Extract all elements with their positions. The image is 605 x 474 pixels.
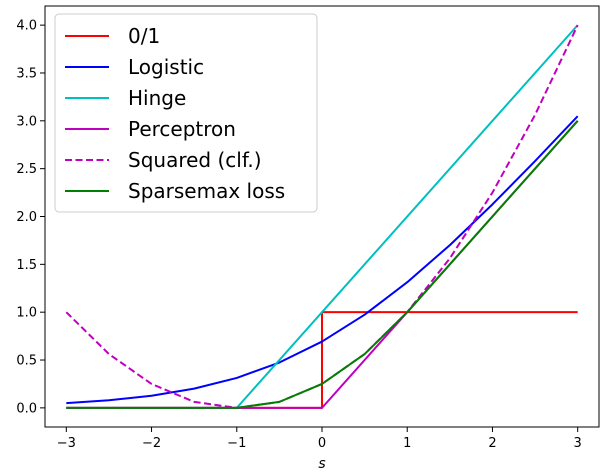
legend: 0/1 Logistic Hinge Perceptron Squared (clf.)… xyxy=(54,13,318,213)
x-tick-label: −3 xyxy=(57,436,76,451)
x-tick-label: 1 xyxy=(403,436,411,451)
legend-label: Logistic xyxy=(128,55,204,79)
x-axis: −3 −2 −1 0 1 2 3 xyxy=(57,427,582,451)
x-axis-label: s xyxy=(318,456,325,472)
x-tick-label: −2 xyxy=(142,436,161,451)
plot-lines xyxy=(65,24,579,409)
y-tick-label: 3.5 xyxy=(16,66,37,81)
x-tick-label: 0 xyxy=(318,436,326,451)
x-tick-label: 3 xyxy=(574,436,582,451)
series-line-5 xyxy=(66,120,579,409)
y-tick-label: 2.0 xyxy=(16,210,37,225)
legend-label: 0/1 xyxy=(128,24,160,48)
legend-frame xyxy=(54,13,318,213)
y-tick-label: 0.5 xyxy=(16,354,37,369)
legend-label: Perceptron xyxy=(128,117,236,141)
legend-label: Hinge xyxy=(128,86,186,110)
y-tick-label: 3.0 xyxy=(16,114,37,129)
legend-label: Sparsemax loss xyxy=(128,179,285,203)
series-line-0 xyxy=(66,311,578,409)
x-tick-label: 2 xyxy=(488,436,496,451)
y-axis: 0.0 0.5 1.0 1.5 2.0 2.5 3.0 3.5 4.0 xyxy=(16,19,45,416)
x-tick-label: −1 xyxy=(227,436,246,451)
legend-label: Squared (clf.) xyxy=(128,148,262,172)
y-tick-label: 0.0 xyxy=(16,401,37,416)
y-tick-label: 4.0 xyxy=(16,19,37,34)
series-line-1 xyxy=(66,115,579,405)
y-tick-label: 1.0 xyxy=(16,306,37,321)
y-tick-label: 2.5 xyxy=(16,162,37,177)
y-tick-label: 1.5 xyxy=(16,258,37,273)
